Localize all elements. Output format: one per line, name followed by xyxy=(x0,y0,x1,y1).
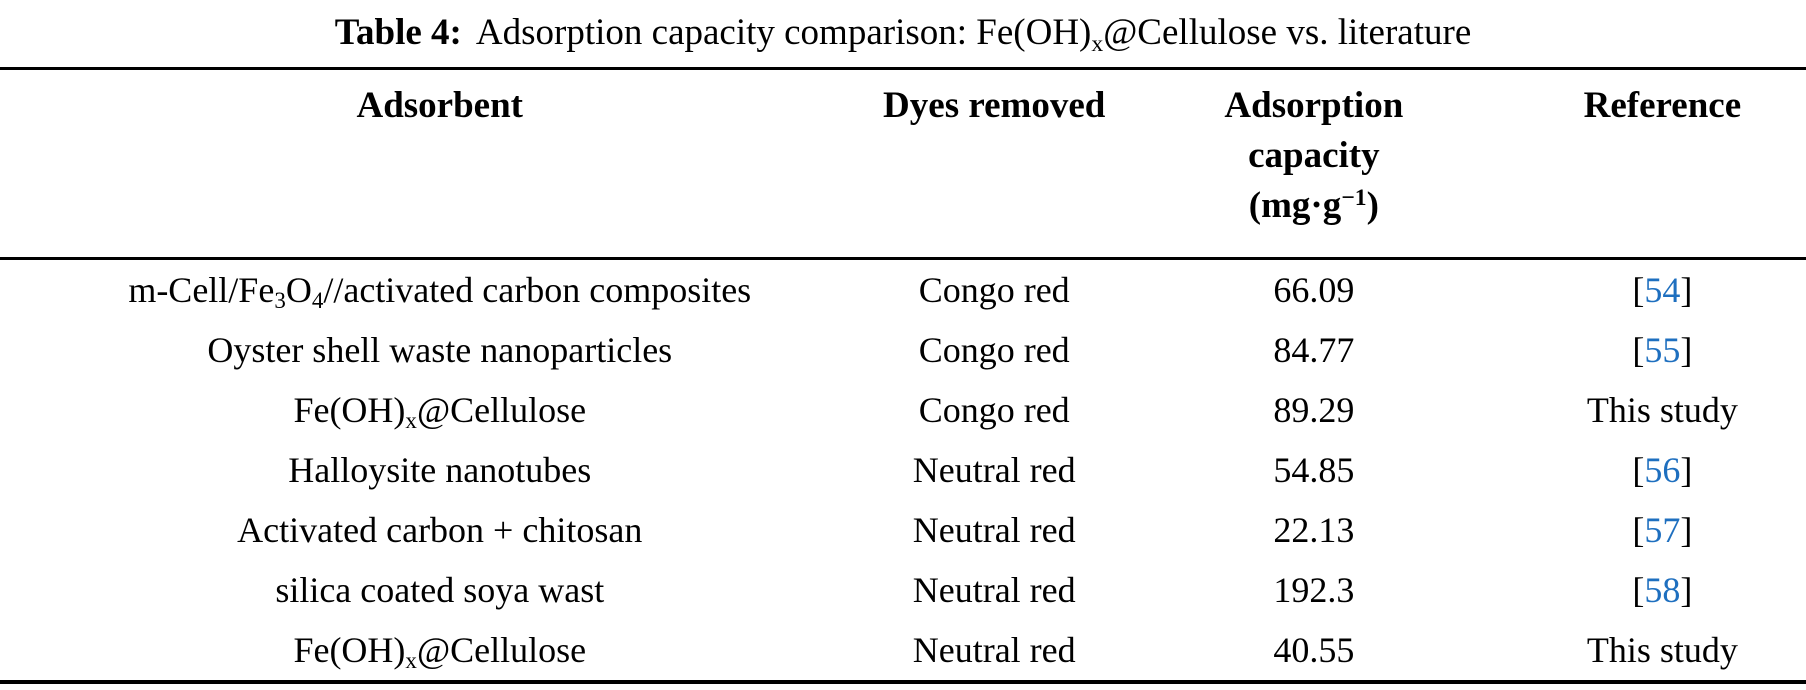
table-row: Fe(OH)x@Cellulose Congo red 89.29 This stud… xyxy=(0,380,1806,440)
cell-reference: [56] xyxy=(1632,450,1693,490)
cell-capacity: 22.13 xyxy=(1273,510,1355,550)
cell-adsorbent: Halloysite nanotubes xyxy=(288,450,592,490)
cell-capacity: 192.3 xyxy=(1273,570,1355,610)
cell-reference: [54] xyxy=(1632,270,1693,310)
table-row: Activated carbon + chitosan Neutral red 22… xyxy=(0,500,1806,560)
adsorption-comparison-table: Adsorbent Dyes removed Adsorption capacity(… xyxy=(0,67,1806,684)
table-row: silica coated soya wast Neutral red 192.3 [… xyxy=(0,560,1806,620)
citation-number[interactable]: 56 xyxy=(1644,450,1681,490)
cell-dyes_removed: Neutral red xyxy=(912,510,1076,550)
cell-reference: [55] xyxy=(1632,330,1693,370)
citation-number[interactable]: 54 xyxy=(1644,270,1681,310)
column-header-capacity: Adsorption capacity (mg·g−1) xyxy=(1108,68,1519,260)
cell-adsorbent: m-Cell/Fe3O4//activated carbon composite… xyxy=(128,270,752,314)
citation-number[interactable]: 57 xyxy=(1644,510,1681,550)
cell-capacity: 89.29 xyxy=(1273,390,1355,430)
cell-dyes_removed: Neutral red xyxy=(912,450,1076,490)
cell-adsorbent: Fe(OH)x@Cellulose xyxy=(293,630,587,674)
cell-capacity: 84.77 xyxy=(1273,330,1355,370)
header-row: Adsorbent Dyes removed Adsorption capacity(… xyxy=(0,68,1806,260)
cell-dyes_removed: Congo red xyxy=(918,390,1070,430)
cell-reference: This study xyxy=(1586,630,1738,670)
table-row: Fe(OH)x@Cellulose Neutral red 40.55 This st… xyxy=(0,620,1806,682)
cell-capacity: 66.09 xyxy=(1273,270,1355,310)
table-body: m-Cell/Fe3O4//activated carbon composite… xyxy=(0,259,1806,683)
cell-dyes_removed: Congo red xyxy=(918,270,1070,310)
cell-capacity: 54.85 xyxy=(1273,450,1355,490)
column-header-adsorbent: Adsorbent xyxy=(0,68,880,260)
cell-reference: This study xyxy=(1586,390,1738,430)
table-caption: Table 4: Adsorption capacity comparison: … xyxy=(0,0,1806,58)
table-row: m-Cell/Fe3O4//activated carbon composite… xyxy=(0,259,1806,321)
cell-dyes_removed: Neutral red xyxy=(912,570,1076,610)
column-header-reference: Reference xyxy=(1518,68,1806,260)
cell-adsorbent: Fe(OH)x@Cellulose xyxy=(293,390,587,434)
column-header-dyes_removed: Dyes removed xyxy=(879,68,1109,260)
table-caption-label: Table 4: xyxy=(334,12,462,53)
table-row: Halloysite nanotubes Neutral red 54.85 [56] xyxy=(0,440,1806,500)
cell-reference: [57] xyxy=(1632,510,1693,550)
table-caption-text: Adsorption capacity comparison: Fe(OH)x@… xyxy=(475,12,1472,57)
cell-capacity: 40.55 xyxy=(1273,630,1355,670)
table-row: Oyster shell waste nanoparticles Congo re… xyxy=(0,320,1806,380)
cell-reference: [58] xyxy=(1632,570,1693,610)
citation-number[interactable]: 58 xyxy=(1644,570,1681,610)
citation-number[interactable]: 55 xyxy=(1644,330,1681,370)
cell-adsorbent: Activated carbon + chitosan xyxy=(237,510,643,550)
cell-adsorbent: silica coated soya wast xyxy=(275,570,605,610)
cell-dyes_removed: Congo red xyxy=(918,330,1070,370)
cell-dyes_removed: Neutral red xyxy=(912,630,1076,670)
cell-adsorbent: Oyster shell waste nanoparticles xyxy=(207,330,673,370)
